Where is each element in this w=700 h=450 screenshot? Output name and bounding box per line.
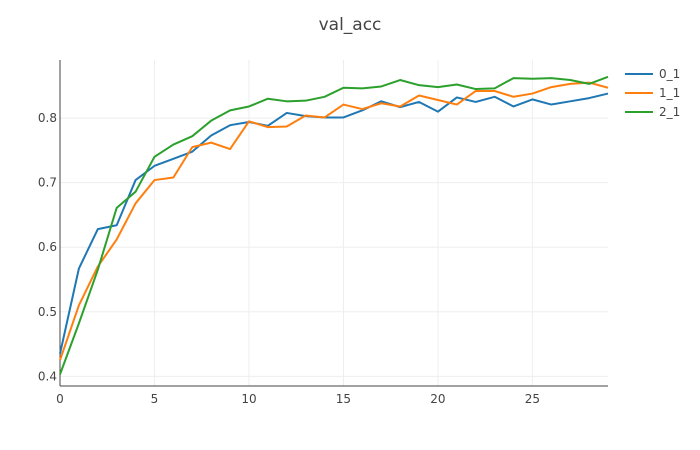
- legend-item-1_1[interactable]: 1_1: [625, 86, 680, 100]
- legend[interactable]: 0_1 1_1 2_1: [625, 67, 680, 119]
- legend-label: 0_1: [659, 67, 680, 81]
- legend-label: 1_1: [659, 86, 680, 100]
- legend-item-2_1[interactable]: 2_1: [625, 105, 680, 119]
- series-line-2_1: [59, 75, 609, 375]
- axes: 0 5 10 15 20 25 0.4 0.5 0.6 0.7 0.8: [38, 60, 608, 406]
- series-line-1_1: [59, 81, 609, 361]
- y-tick-label: 0.7: [38, 176, 57, 190]
- legend-item-0_1[interactable]: 0_1: [625, 67, 680, 81]
- grid-lines: [60, 60, 608, 386]
- series-lines: [59, 75, 609, 375]
- y-tick-label: 0.8: [38, 111, 57, 125]
- y-tick-label: 0.6: [38, 240, 57, 254]
- x-tick-label: 10: [241, 392, 256, 406]
- x-tick-label: 20: [430, 392, 445, 406]
- x-tick-label: 15: [336, 392, 351, 406]
- legend-label: 2_1: [659, 105, 680, 119]
- y-tick-label: 0.5: [38, 305, 57, 319]
- y-tick-label: 0.4: [38, 369, 57, 383]
- x-tick-label: 0: [56, 392, 64, 406]
- series-line-0_1: [59, 92, 609, 354]
- x-tick-label: 5: [151, 392, 159, 406]
- chart-title: val_acc: [319, 15, 382, 35]
- x-tick-label: 25: [525, 392, 540, 406]
